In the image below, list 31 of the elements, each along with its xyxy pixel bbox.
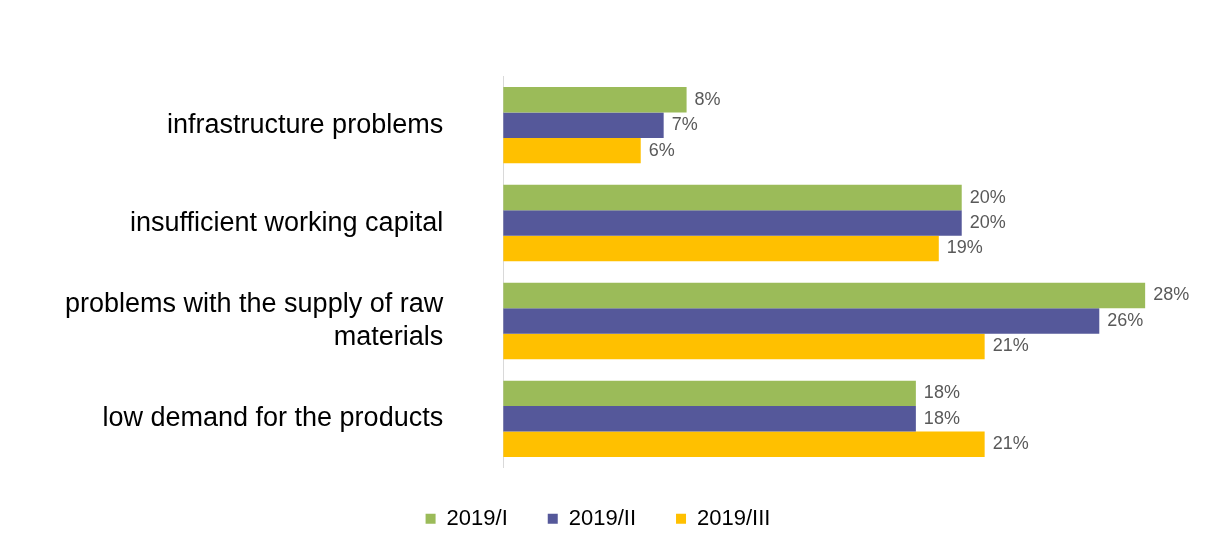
bar xyxy=(503,380,916,407)
data-label: 7% xyxy=(671,114,698,135)
bar xyxy=(503,333,985,360)
y-tick-label: problems with the supply of raw materials xyxy=(65,288,444,351)
legend-label: 2019/II xyxy=(568,504,637,530)
bar xyxy=(503,282,1146,309)
data-label: 21% xyxy=(992,335,1029,356)
bar xyxy=(503,235,939,262)
legend-label: 2019/I xyxy=(446,504,508,530)
bar xyxy=(503,308,1100,334)
data-label: 8% xyxy=(694,88,721,109)
bar xyxy=(503,210,962,236)
bar xyxy=(503,86,687,113)
data-label: 20% xyxy=(969,212,1006,233)
data-label: 18% xyxy=(923,407,960,428)
legend-label: 2019/III xyxy=(697,504,771,530)
bar xyxy=(503,137,641,164)
bar xyxy=(503,406,916,432)
y-tick-label: insufficient working capital xyxy=(130,206,444,237)
data-label: 6% xyxy=(648,139,675,160)
data-label: 18% xyxy=(923,382,960,403)
data-label: 20% xyxy=(969,186,1006,207)
y-tick-label: low demand for the products xyxy=(102,402,444,433)
data-label: 19% xyxy=(946,237,983,258)
bar xyxy=(503,184,962,211)
bar xyxy=(503,112,664,138)
y-tick-label: infrastructure problems xyxy=(167,108,444,139)
data-label: 26% xyxy=(1107,309,1144,330)
data-label: 21% xyxy=(992,433,1029,454)
data-label: 28% xyxy=(1153,284,1190,305)
bar xyxy=(503,431,985,458)
